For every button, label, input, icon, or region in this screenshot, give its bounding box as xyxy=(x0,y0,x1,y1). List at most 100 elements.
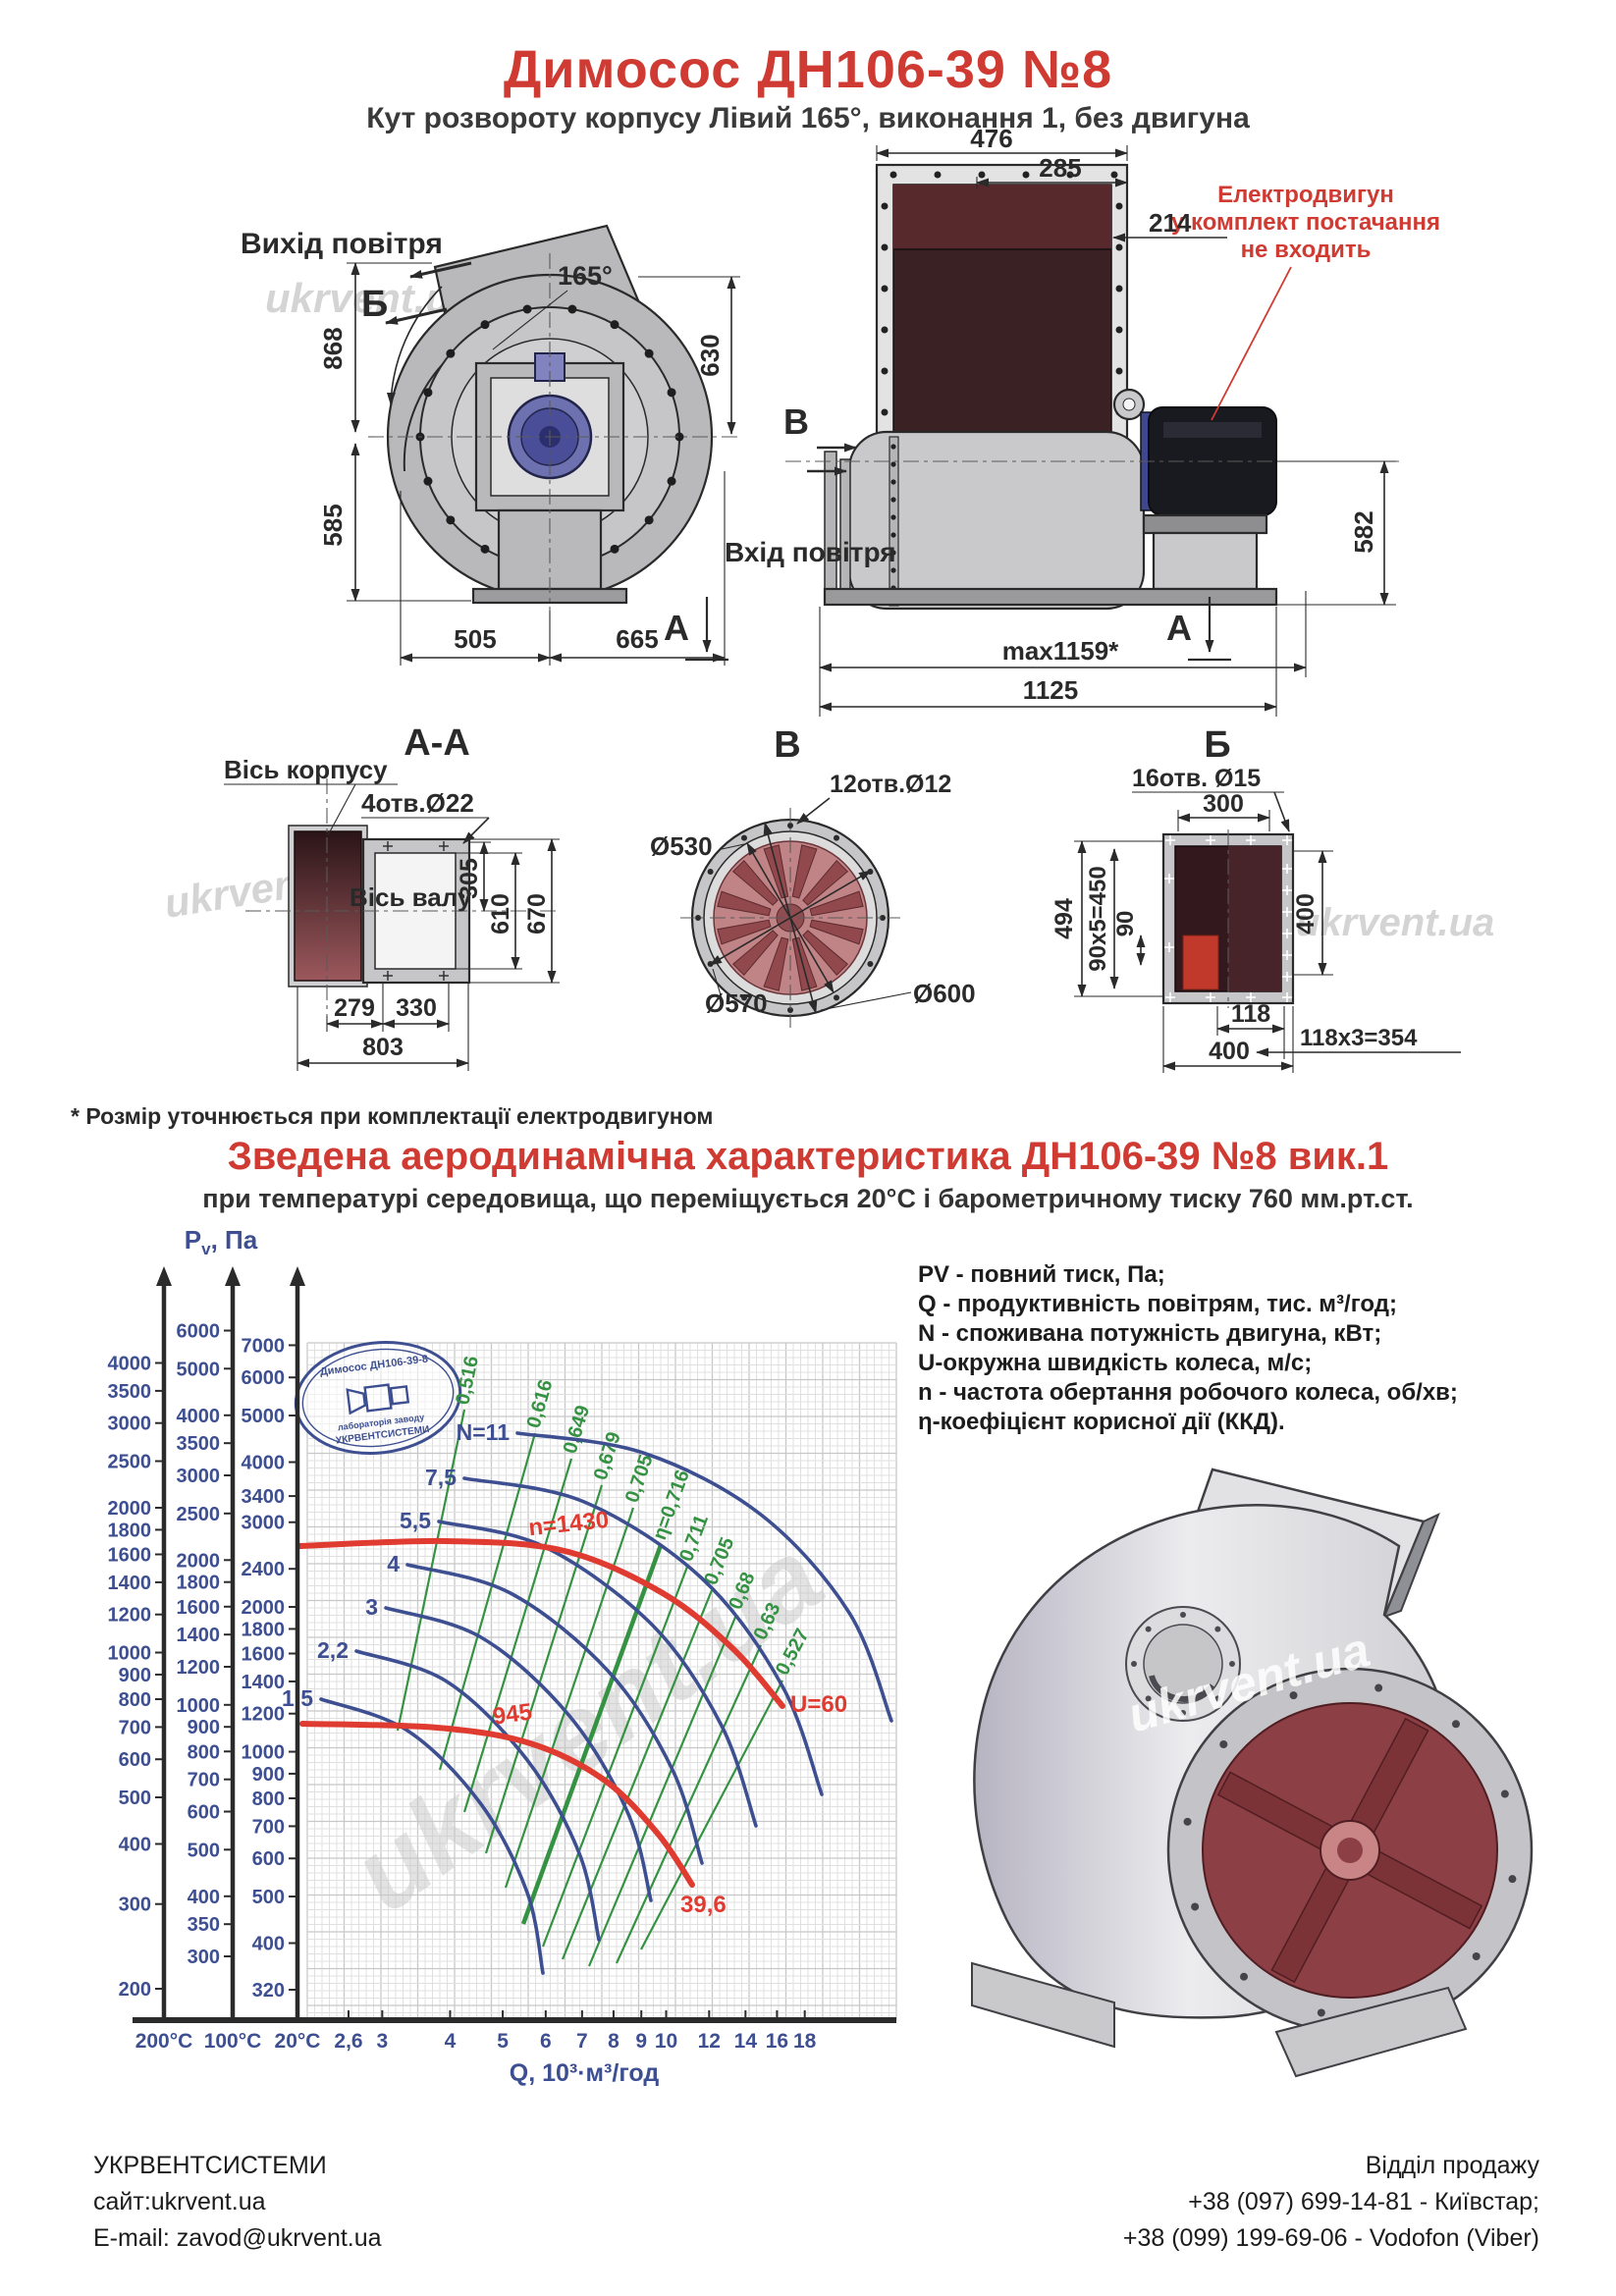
efficiency-line xyxy=(587,1614,738,1967)
drawing-section-v: В 12отв.Ø12 Ø530 Ø570 Ø600 xyxy=(650,724,976,1028)
bolt-dot xyxy=(644,515,654,525)
seam-bolts xyxy=(890,444,896,591)
bolt-dot xyxy=(978,171,986,179)
bolt-dot xyxy=(1240,1972,1249,1981)
power-curve-label: N=11 xyxy=(457,1419,511,1445)
axis-shaft-label: Вісь валу xyxy=(350,882,472,912)
motor-note-line1: Електродвигун xyxy=(1217,182,1394,208)
axis-tick-label: 5000 xyxy=(177,1359,221,1380)
shaft-flange-inner xyxy=(1143,1624,1223,1704)
bolt-dot xyxy=(1066,171,1074,179)
x-tick-label: 6 xyxy=(540,2030,552,2053)
speed-curve xyxy=(296,1537,785,1709)
label-leader xyxy=(1273,791,1290,832)
axis-tick-label: 2400 xyxy=(242,1559,286,1580)
axis-tick-label: 1600 xyxy=(242,1644,286,1666)
motor-rail xyxy=(1142,513,1268,535)
bolt-dot xyxy=(1183,1817,1192,1826)
axis-tick-label: 3500 xyxy=(177,1433,221,1455)
dimension-footnote: * Розмір уточнюється при комплектації ел… xyxy=(71,1103,714,1129)
efficiency-line xyxy=(640,1680,783,1950)
axis-tick-label: 2000 xyxy=(177,1550,221,1572)
axis-tick-label: 1400 xyxy=(177,1625,221,1646)
stamp-ellipse-inner xyxy=(301,1348,455,1448)
site-link[interactable]: сайт:ukrvent.ua xyxy=(93,2188,266,2216)
email-link[interactable]: E-mail: zavod@ukrvent.ua xyxy=(93,2224,382,2252)
bolt-dot xyxy=(890,444,896,450)
motor-note: Електродвигун у комплект постачання не в… xyxy=(1171,182,1440,421)
axis-temp-label: 20°C xyxy=(275,2030,321,2053)
power-curve-label: 4 xyxy=(387,1551,400,1576)
section-marker-a-left: А xyxy=(664,608,689,648)
dim-630: 630 xyxy=(695,334,725,376)
power-curve xyxy=(354,1649,601,1942)
bolt-dot xyxy=(1289,1691,1298,1700)
dim-803: 803 xyxy=(362,1034,404,1061)
bolt-dot xyxy=(446,515,456,525)
efficiency-line xyxy=(615,1644,763,1964)
legend-line: n - частота обертання робочого колеса, о… xyxy=(918,1379,1458,1406)
axis-tick-label: 1000 xyxy=(242,1742,286,1764)
outlet-interior-band xyxy=(893,185,1111,249)
motor-note-leader xyxy=(1211,266,1292,421)
air-in-label: Вхід повітря xyxy=(725,537,896,567)
dim-582: 582 xyxy=(1349,510,1378,553)
dim-118: 118 xyxy=(1231,1000,1270,1028)
dim-300: 300 xyxy=(1203,790,1244,818)
axis-tick-label: 1400 xyxy=(108,1573,152,1594)
efficiency-label: 0,679 xyxy=(590,1429,625,1482)
section-marker-v: В xyxy=(783,401,809,442)
stamp-fan-icon xyxy=(346,1383,410,1415)
axis-arrow xyxy=(290,1266,305,1286)
bolt-dot xyxy=(890,497,896,503)
speed-end-label: U=60 xyxy=(790,1691,847,1718)
bolt-dot xyxy=(1145,1695,1152,1702)
flange-slot xyxy=(1149,1675,1215,1702)
axis-tick-label: 1200 xyxy=(177,1657,221,1679)
page-subtitle: Кут розвороту корпусу Лівий 165°, викона… xyxy=(366,102,1250,134)
section-aa-title: А-А xyxy=(404,722,470,764)
bolt-dot xyxy=(446,348,456,358)
axis-tick-label: 900 xyxy=(252,1764,285,1786)
axis-temp-label: 100°C xyxy=(204,2030,262,2053)
phone-2[interactable]: +38 (099) 199-69-06 - Vodofon (Viber) xyxy=(1122,2224,1539,2252)
red-patch xyxy=(1182,934,1219,990)
bolt-marks xyxy=(1164,835,1292,1002)
dim-476: 476 xyxy=(970,124,1012,153)
bolt-dot xyxy=(881,202,889,210)
marker-arrow xyxy=(409,261,472,279)
bolt-dot xyxy=(1191,1902,1200,1911)
bolt-dot xyxy=(1219,1740,1228,1749)
efficiency-label: 0,516 xyxy=(452,1355,483,1407)
x-axis-title: Q, 10³·м³/год xyxy=(510,2059,660,2087)
inlet-ring-bolts xyxy=(1183,1683,1517,2017)
bolt-dot xyxy=(1110,171,1118,179)
phone-1[interactable]: +38 (097) 699-14-81 - Київстар; xyxy=(1188,2188,1539,2216)
angle-arc xyxy=(386,286,443,405)
legend-line: U-окружна швидкість колеса, м/с; xyxy=(918,1350,1313,1376)
power-curve xyxy=(405,1563,704,1865)
axis-tick-label: 3400 xyxy=(242,1486,286,1508)
efficiency-line xyxy=(541,1566,689,1948)
legend-line: N - споживана потужність двигуна, кВт; xyxy=(918,1320,1382,1347)
bolt-dot xyxy=(1115,243,1123,251)
section-v-title: В xyxy=(774,724,800,766)
dim-214: 214 xyxy=(1149,208,1192,238)
x-tick-label: 18 xyxy=(793,2030,817,2053)
drawing-right-view: ukrvent.ua Електродвигун у комплект пост… xyxy=(664,124,1440,717)
axis-tick-label: 350 xyxy=(188,1914,220,1936)
axis-tick-label: 4000 xyxy=(242,1453,286,1474)
power-curve-label: 2,2 xyxy=(317,1637,349,1663)
label-leader xyxy=(796,797,831,825)
bolt-dot xyxy=(834,834,839,841)
bolt-dot xyxy=(480,320,490,330)
axis-tick-label: 400 xyxy=(252,1934,285,1955)
dim-400-bottom: 400 xyxy=(1209,1038,1250,1065)
watermark: ukrvent.ua xyxy=(1296,901,1494,944)
dim-354: 118х3=354 xyxy=(1300,1025,1418,1051)
axis-tick-label: 800 xyxy=(119,1689,151,1711)
inlet-flange-plate xyxy=(824,451,837,600)
bolt-circle-dots xyxy=(415,304,684,569)
angle-label: 165° xyxy=(558,261,613,291)
dim-494: 494 xyxy=(1050,898,1078,939)
